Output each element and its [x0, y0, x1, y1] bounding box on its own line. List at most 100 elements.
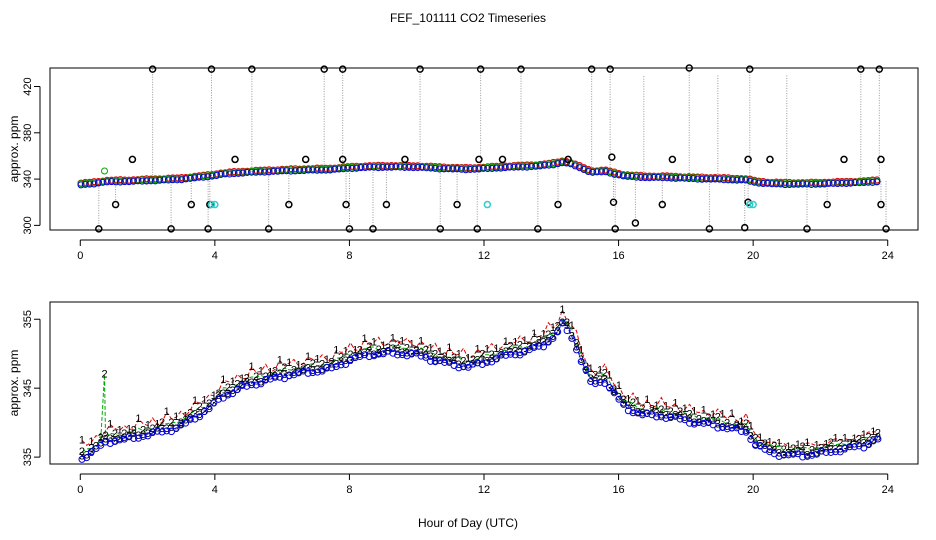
series-3-marker: 3: [220, 388, 226, 400]
series-3-point: [784, 451, 792, 459]
series-3-marker: 3: [319, 364, 325, 376]
timeseries-point-level-3: [641, 174, 649, 182]
timeseries-point-level-3: [444, 165, 452, 173]
series-3-marker: 3: [446, 356, 452, 368]
series-3-marker: 3: [211, 397, 217, 409]
series-3-point: [464, 363, 472, 371]
series-3-marker: 3: [413, 345, 419, 357]
series-3-point: [445, 358, 453, 366]
series-3-point: [97, 441, 105, 449]
series-3-point: [558, 319, 566, 327]
series-1-marker: 1: [861, 429, 867, 441]
series-2-marker: 2: [686, 409, 692, 421]
series-3-marker: 3: [432, 356, 438, 368]
series-2-marker: 2: [602, 368, 608, 380]
series-2-marker: 2: [470, 354, 476, 366]
series-2-marker: 2: [705, 412, 711, 424]
series-3-marker: 3: [875, 431, 881, 443]
series-2-marker: 2: [658, 404, 664, 416]
series-3-marker: 3: [376, 347, 382, 359]
series-1-marker: 1: [173, 411, 179, 423]
series-3-point: [667, 413, 675, 421]
series-3-marker: 3: [404, 347, 410, 359]
series-3-marker: 3: [98, 438, 104, 450]
series-3-marker: 3: [88, 447, 94, 459]
series-3-marker: 3: [300, 364, 306, 376]
series-3-marker: 3: [173, 423, 179, 435]
series-3-point: [229, 390, 237, 398]
timeseries-point-level-3: [274, 167, 282, 175]
series-3-point: [196, 413, 204, 421]
series-3-point: [177, 421, 185, 429]
timeseries-point-level-3: [94, 179, 102, 187]
series-2-marker: 2: [790, 443, 796, 455]
timeseries-point-level-3: [742, 176, 750, 184]
series-3-point: [304, 369, 312, 377]
series-3-point: [577, 358, 585, 366]
series-1-marker: 1: [625, 394, 631, 406]
series-3-marker: 3: [239, 379, 245, 391]
series-3-point: [431, 358, 439, 366]
series-3-marker: 3: [272, 370, 278, 382]
series-3-point: [370, 352, 378, 360]
series-3-point: [686, 419, 694, 427]
series-3-point: [610, 389, 618, 397]
series-3-marker: 3: [710, 415, 716, 427]
series-2-marker: 2: [856, 434, 862, 446]
series-3-marker: 3: [409, 349, 415, 361]
series-3-point: [742, 428, 750, 436]
series-1-marker: 1: [804, 437, 810, 449]
timeseries-point-level-3: [750, 178, 758, 186]
series-2-marker: 2: [517, 340, 523, 352]
outlier-point: [148, 65, 157, 73]
series-1-marker: 1: [814, 440, 820, 452]
series-1-marker: 1: [305, 351, 311, 363]
series-3-marker: 3: [734, 421, 740, 433]
timeseries-point-level-3: [624, 172, 632, 180]
series-3-point: [144, 432, 152, 440]
series-3-point: [172, 424, 180, 432]
series-1-marker: 1: [719, 409, 725, 421]
timeseries-point-level-3: [99, 178, 107, 186]
series-2-marker: 2: [206, 398, 212, 410]
timeseries-point-level-3: [440, 165, 448, 173]
series-1-marker: 1: [870, 426, 876, 438]
series-1-marker: 1: [691, 405, 697, 417]
series-3-point: [111, 438, 119, 446]
series-1-marker: 1: [757, 432, 763, 444]
outlier-point: [301, 155, 310, 164]
series-3-marker: 3: [508, 347, 514, 359]
series-2-marker: 2: [225, 382, 231, 394]
flagged-point: [749, 200, 757, 209]
series-3-point: [521, 347, 529, 355]
timeseries-point-level-3: [103, 178, 111, 186]
timeseries-point-level-3: [243, 168, 251, 176]
timeseries-point-level-3: [834, 180, 842, 188]
series-2-marker: 2: [101, 368, 107, 380]
series-1-marker: 1: [710, 409, 716, 421]
timeseries-point-level-3: [628, 172, 636, 180]
series-2-marker: 2: [432, 348, 438, 360]
series-3-point: [582, 366, 590, 374]
series-1-marker: 1: [314, 354, 320, 366]
timeseries-point-level-3: [318, 166, 326, 174]
series-3-point: [535, 342, 543, 350]
outlier-point: [473, 225, 482, 233]
series-3-point: [375, 350, 383, 358]
series-2-marker: 2: [98, 433, 104, 445]
series-3-marker: 3: [479, 354, 485, 366]
outlier-point: [766, 155, 774, 164]
timeseries-point-level-3: [820, 180, 828, 188]
series-1-marker: 1: [258, 366, 264, 378]
series-1-marker: 1: [851, 433, 857, 445]
series-2-marker: 2: [272, 365, 278, 377]
series-2-marker: 2: [677, 406, 683, 418]
series-3-marker: 3: [390, 343, 396, 355]
series-2-marker: 2: [168, 417, 174, 429]
outlier-point: [705, 225, 714, 233]
outlier-point: [517, 65, 525, 73]
series-2-marker: 2: [818, 443, 824, 455]
series-3-marker: 3: [140, 429, 146, 441]
timeseries-point-level-3: [366, 163, 374, 171]
series-3-point: [563, 327, 571, 335]
